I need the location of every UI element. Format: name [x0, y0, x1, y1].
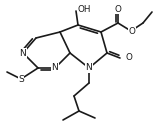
Text: N: N	[86, 64, 92, 72]
Text: O: O	[115, 5, 121, 13]
Text: N: N	[52, 64, 58, 72]
Text: O: O	[125, 54, 132, 62]
Text: N: N	[20, 49, 26, 57]
Text: O: O	[129, 27, 135, 37]
Text: OH: OH	[78, 6, 92, 14]
Text: S: S	[18, 74, 24, 84]
